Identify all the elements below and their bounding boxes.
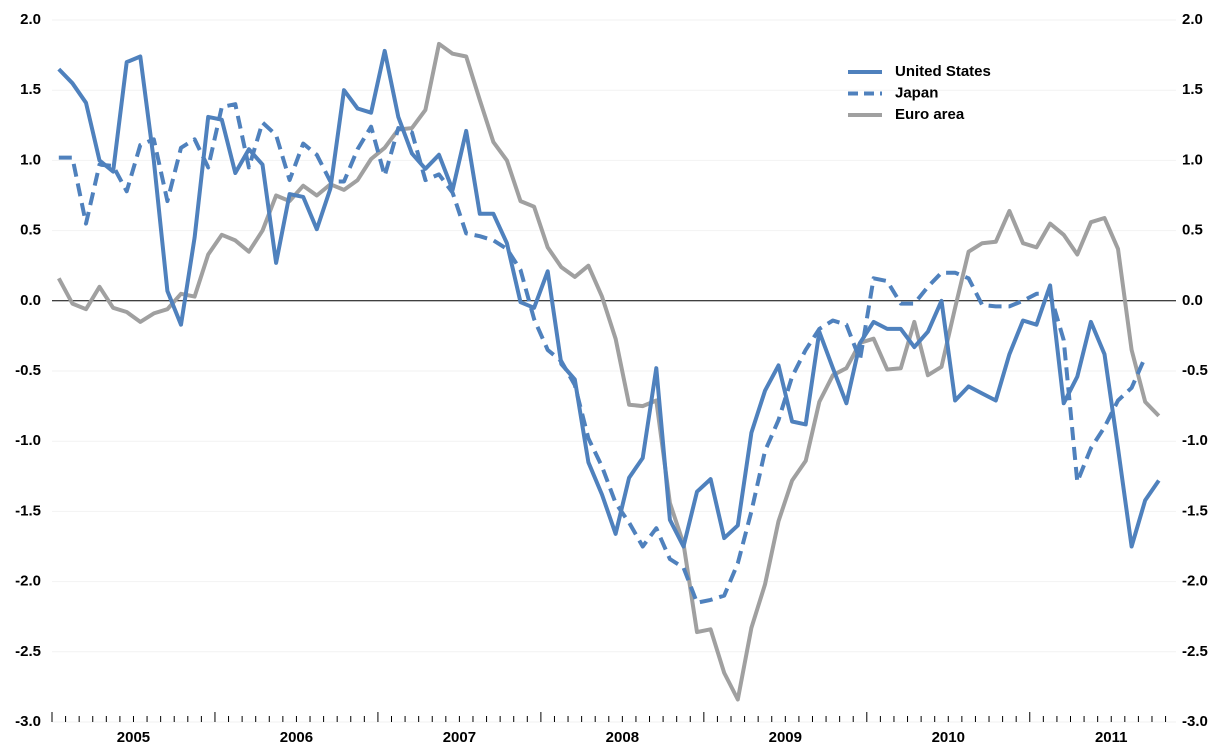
y-tick-label-right: 0.5 bbox=[1182, 222, 1203, 239]
legend-label: United States bbox=[895, 63, 991, 80]
series-line bbox=[57, 41, 1161, 702]
y-tick-label: 1.5 bbox=[20, 81, 41, 98]
x-tick-label: 2011 bbox=[1095, 729, 1128, 746]
y-tick-label-right: 2.0 bbox=[1182, 11, 1203, 28]
y-tick-label: -2.0 bbox=[15, 573, 41, 590]
x-tick-label: 2008 bbox=[606, 729, 639, 746]
legend-label: Euro area bbox=[895, 106, 965, 123]
series-line bbox=[57, 48, 1161, 549]
y-tick-label: -1.5 bbox=[15, 502, 41, 519]
y-tick-label-right: -2.5 bbox=[1182, 643, 1208, 660]
y-tick-label-right: 1.5 bbox=[1182, 81, 1203, 98]
y-tick-label: 0.5 bbox=[20, 222, 41, 239]
x-tick-label: 2007 bbox=[443, 729, 476, 746]
y-tick-label-right: 1.0 bbox=[1182, 151, 1203, 168]
legend-label: Japan bbox=[895, 84, 938, 101]
y-tick-label: 2.0 bbox=[20, 11, 41, 28]
x-tick-label: 2009 bbox=[769, 729, 802, 746]
y-tick-label: 1.0 bbox=[20, 151, 41, 168]
y-tick-label-right: -3.0 bbox=[1182, 713, 1208, 730]
x-tick-label: 2005 bbox=[117, 729, 150, 746]
y-tick-label-right: -1.0 bbox=[1182, 432, 1208, 449]
x-tick-label: 2006 bbox=[280, 729, 313, 746]
y-tick-label: -0.5 bbox=[15, 362, 41, 379]
y-tick-label: -1.0 bbox=[15, 432, 41, 449]
y-tick-label-right: -1.5 bbox=[1182, 502, 1208, 519]
x-tick-label: 2010 bbox=[932, 729, 965, 746]
y-tick-label-right: -0.5 bbox=[1182, 362, 1208, 379]
y-tick-label: 0.0 bbox=[20, 292, 41, 309]
y-tick-label-right: -2.0 bbox=[1182, 573, 1208, 590]
y-tick-label: -2.5 bbox=[15, 643, 41, 660]
series-line bbox=[58, 102, 1148, 605]
y-tick-label: -3.0 bbox=[15, 713, 41, 730]
y-tick-label-right: 0.0 bbox=[1182, 292, 1203, 309]
